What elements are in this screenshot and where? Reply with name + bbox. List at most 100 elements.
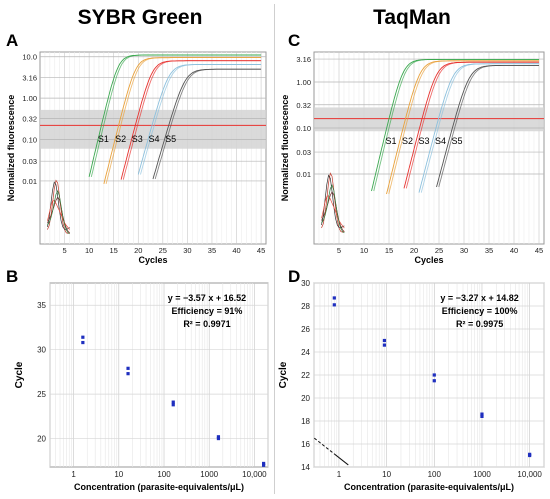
column-title-taqman: TaqMan: [373, 6, 451, 29]
x-tick-label: 1000: [200, 470, 218, 479]
y-tick-label: 0.10: [296, 124, 311, 133]
y-axis-label: Normalized fluorescence: [280, 95, 290, 202]
series-label: S1: [385, 136, 396, 146]
x-tick-label: 25: [159, 246, 167, 255]
x-axis-label: Cycles: [138, 255, 167, 265]
amplification-curve: [154, 68, 261, 180]
data-point: [262, 463, 266, 467]
y-tick-label: 10.0: [22, 53, 37, 62]
series-label: S5: [451, 136, 462, 146]
panel-letter-a: A: [6, 31, 18, 50]
y-axis-label: Cycle: [278, 361, 289, 388]
data-point: [480, 412, 484, 416]
y-tick-label: 18: [301, 417, 310, 426]
column-divider: [274, 4, 275, 494]
data-point: [216, 435, 221, 439]
data-point: [171, 403, 175, 407]
series-label: S2: [402, 136, 413, 146]
y-tick-label: 20: [301, 394, 310, 403]
y-tick-label: 0.03: [296, 148, 311, 157]
x-tick-label: 1: [337, 470, 342, 479]
y-axis-label: Normalized fluorescence: [6, 95, 16, 202]
x-tick-label: 5: [62, 246, 66, 255]
y-tick-label: 1.00: [296, 78, 311, 87]
noise-trace: [47, 179, 70, 234]
series-label: S4: [148, 134, 159, 144]
y-tick-label: 25: [37, 390, 46, 399]
x-tick-label: 5: [337, 246, 341, 255]
panel-a: 10.0 3.16 1.00 0.32 0.10 0.03 0.01 5 10 15 20 25 30 3…: [6, 51, 267, 265]
threshold-band: [314, 107, 544, 132]
amplification-curve: [140, 64, 261, 175]
fit-line: [334, 453, 349, 466]
amplification-curve: [405, 61, 539, 189]
x-tick-label: 10,000: [517, 470, 542, 479]
y-tick-label: 3.16: [296, 55, 311, 64]
y-tick-label: 16: [301, 440, 310, 449]
r-squared-label: R² = 0.9975: [456, 319, 503, 329]
amplification-curve: [388, 60, 539, 195]
y-tick-label: 0.32: [296, 101, 311, 110]
panel-d: 14 16 18 20 22 24 26 28 30 1 10 100 1000 10,000 y = −3…: [278, 279, 545, 492]
panel-c: 3.16 1.00 0.32 0.10 0.03 0.01 5 10 15 20 25 30 35 40 4…: [280, 51, 545, 265]
x-tick-label: 1: [71, 470, 76, 479]
x-axis-label: Concentration (parasite-equivalents/μL): [344, 482, 514, 492]
data-point: [528, 453, 532, 458]
y-tick-label: 26: [301, 325, 310, 334]
amplification-curve: [105, 57, 261, 185]
y-tick-label: 0.32: [22, 115, 37, 124]
data-point: [171, 400, 175, 404]
y-tick-label: 30: [301, 279, 310, 288]
data-point: [432, 373, 436, 377]
x-tick-label: 20: [134, 246, 142, 255]
noise-trace: [321, 172, 345, 233]
fit-line-extrapolated: [314, 437, 335, 455]
panel-letter-c: C: [288, 31, 300, 50]
y-tick-label: 0.01: [296, 170, 311, 179]
efficiency-label: Efficiency = 100%: [442, 306, 518, 316]
panel-letter-b: B: [6, 267, 18, 286]
x-tick-label: 10: [114, 470, 123, 479]
column-title-sybr: SYBR Green: [78, 6, 203, 29]
plot-area: [49, 282, 269, 468]
y-axis-label: Cycle: [14, 361, 25, 388]
series-label: S3: [418, 136, 429, 146]
data-point: [382, 338, 387, 343]
efficiency-label: Efficiency = 91%: [172, 306, 243, 316]
amplification-curve: [438, 64, 539, 188]
x-tick-label: 45: [535, 246, 543, 255]
x-tick-label: 1000: [473, 470, 491, 479]
series-label: S4: [435, 136, 446, 146]
x-tick-label: 100: [428, 470, 442, 479]
x-tick-label: 35: [208, 246, 216, 255]
y-tick-label: 0.01: [22, 177, 37, 186]
x-tick-label: 25: [435, 246, 443, 255]
noise-trace: [47, 190, 70, 235]
x-tick-label: 15: [385, 246, 393, 255]
y-tick-label: 24: [301, 348, 310, 357]
series-label: S1: [98, 134, 109, 144]
data-point: [216, 436, 221, 441]
y-tick-label: 30: [37, 346, 46, 355]
x-tick-label: 30: [460, 246, 468, 255]
data-point: [432, 379, 436, 383]
y-tick-label: 20: [37, 435, 46, 444]
x-tick-label: 10,000: [242, 470, 267, 479]
y-tick-label: 14: [301, 463, 310, 472]
data-point: [332, 296, 336, 300]
x-axis-label: Cycles: [414, 255, 443, 265]
y-tick-label: 0.03: [22, 157, 37, 166]
x-tick-label: 10: [85, 246, 93, 255]
x-tick-label: 100: [157, 470, 171, 479]
y-tick-label: 28: [301, 302, 310, 311]
data-point: [332, 303, 336, 307]
regression-equation: y = −3.57 x + 16.52: [168, 293, 246, 303]
x-tick-label: 40: [232, 246, 240, 255]
amplification-curve: [420, 63, 539, 193]
amplification-curve: [90, 54, 261, 178]
y-tick-label: 0.10: [22, 136, 37, 145]
data-point: [382, 343, 387, 347]
x-tick-label: 30: [183, 246, 191, 255]
amplification-curve: [122, 60, 261, 180]
